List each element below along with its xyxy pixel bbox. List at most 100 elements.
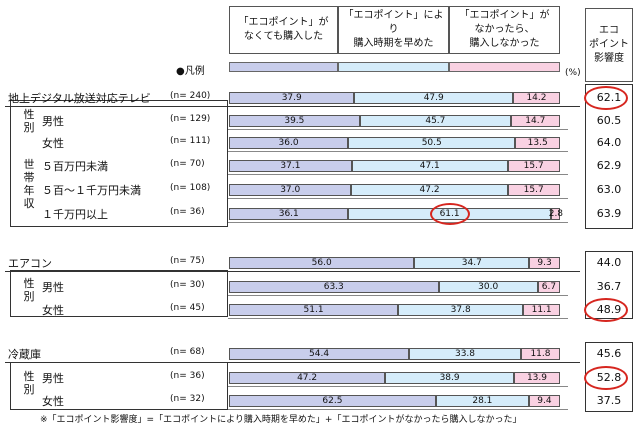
- bar-value-label: 38.9: [439, 373, 460, 383]
- bar-value-label: 9.4: [537, 396, 552, 406]
- row-label: エアコン: [8, 257, 52, 270]
- row-n: (n= 30): [170, 280, 205, 290]
- bar-segment-2: [348, 137, 516, 149]
- bar-value-label: 30.0: [478, 282, 499, 292]
- bar-value-label: 11.8: [530, 349, 551, 359]
- row-baseline: [228, 129, 568, 130]
- bar-value-label: 37.1: [280, 161, 301, 171]
- bar-segment-2: [435, 395, 529, 407]
- bar-segment-1: [229, 137, 349, 149]
- bar-value-label: 47.9: [423, 93, 444, 103]
- row-baseline: [228, 295, 568, 296]
- bar-value-label: 63.3: [323, 282, 344, 292]
- bar-value-label: 37.9: [281, 93, 302, 103]
- bar-value-label: 14.7: [525, 116, 546, 126]
- percent-unit: (%): [565, 68, 581, 78]
- bar-segment-2: [351, 160, 508, 172]
- bar-segment-2: [438, 281, 538, 293]
- row-n: (n= 75): [170, 256, 205, 266]
- bar-value-label: 54.4: [309, 349, 330, 359]
- tv-group-frame: [10, 100, 228, 227]
- influence-score: 63.9: [596, 207, 622, 220]
- bar-segment-1: [229, 304, 399, 316]
- row-label: 冷蔵庫: [8, 348, 41, 361]
- row-n: (n= 129): [170, 114, 211, 124]
- bar-segment-3: [515, 137, 560, 149]
- bar-value-label: 47.2: [297, 373, 318, 383]
- row-label: 男性: [42, 281, 64, 294]
- row-baseline: [228, 409, 568, 410]
- sub-label-income-tv: 世帯年収: [23, 158, 35, 210]
- influence-score: 37.5: [596, 394, 622, 407]
- bar-segment-1: [229, 348, 410, 360]
- row-baseline: [5, 106, 580, 107]
- row-label: 地上デジタル放送対応テレビ: [8, 92, 151, 105]
- bar-value-label: 14.2: [526, 93, 547, 103]
- row-label: 女性: [42, 304, 64, 317]
- bar-value-label: 15.7: [523, 161, 544, 171]
- row-baseline: [228, 318, 568, 319]
- row-baseline: [5, 271, 580, 272]
- header-score: エコ ポイント 影響度: [585, 8, 633, 82]
- bar-value-label: 6.7: [541, 282, 557, 292]
- bar-value-label: 56.0: [311, 258, 332, 268]
- row-label: ５百～１千万円未満: [42, 184, 141, 197]
- bar-segment-3: [520, 348, 560, 360]
- bar-segment-2: [351, 184, 508, 196]
- row-n: (n= 240): [170, 91, 211, 101]
- ac-group-frame: [10, 270, 228, 317]
- bar-segment-1: [229, 372, 386, 384]
- influence-score: 45.6: [596, 347, 622, 360]
- row-baseline: [228, 222, 568, 223]
- row-label: 女性: [42, 137, 64, 150]
- bar-value-label: 33.8: [454, 349, 476, 359]
- bar-segment-3: [550, 208, 560, 220]
- row-n: (n= 45): [170, 303, 205, 313]
- row-baseline: [228, 198, 568, 199]
- bar-segment-3: [511, 115, 560, 127]
- bar-segment-2: [385, 372, 514, 384]
- bar-value-label: 45.7: [425, 116, 446, 126]
- bar-segment-2: [359, 115, 511, 127]
- row-baseline: [228, 174, 568, 175]
- influence-score: 63.0: [596, 183, 622, 196]
- bar-segment-2: [398, 304, 524, 316]
- bar-value-label: 11.1: [531, 305, 552, 315]
- row-n: (n= 36): [170, 371, 205, 381]
- bar-value-label: 51.1: [303, 305, 324, 315]
- bar-value-label: 13.5: [527, 138, 548, 148]
- influence-score: 44.0: [596, 256, 622, 269]
- bar-value-label: 50.5: [421, 138, 442, 148]
- influence-score: 60.5: [596, 114, 622, 127]
- value-highlight-circle: [429, 203, 470, 225]
- bar-value-label: 47.1: [419, 161, 440, 171]
- bar-segment-3: [528, 395, 560, 407]
- bar-value-label: 28.1: [472, 396, 493, 406]
- row-label: 男性: [42, 372, 64, 385]
- bar-segment-3: [537, 281, 560, 293]
- row-n: (n= 32): [170, 394, 205, 404]
- legend-swatch-3: [449, 62, 560, 72]
- score-highlight-circle: [584, 86, 628, 110]
- row-n: (n= 108): [170, 183, 211, 193]
- bar-segment-3: [512, 92, 560, 104]
- legend-swatch-1: [229, 62, 338, 72]
- sub-label-gender-fridge: 性別: [23, 370, 35, 396]
- row-n: (n= 68): [170, 347, 205, 357]
- bar-segment-1: [229, 160, 352, 172]
- bar-value-label: 39.5: [284, 116, 305, 126]
- influence-score: 64.0: [596, 136, 622, 149]
- row-label: 女性: [42, 395, 64, 408]
- bar-segment-1: [229, 281, 439, 293]
- sub-label-gender-tv: 性別: [23, 108, 35, 134]
- bar-segment-1: [229, 115, 360, 127]
- bar-value-label: 34.7: [461, 258, 482, 268]
- score-highlight-circle: [584, 366, 628, 390]
- header-col1: 「エコポイント」が なくても購入した: [229, 6, 338, 54]
- sub-label-gender-ac: 性別: [23, 277, 35, 303]
- footnote: ※「エコポイント影響度」=「エコポイントにより購入時期を早めた」+「エコポイント…: [40, 415, 522, 425]
- bar-segment-1: [229, 92, 355, 104]
- bar-segment-2: [414, 257, 530, 269]
- bar-segment-3: [507, 160, 560, 172]
- bar-segment-1: [229, 208, 349, 220]
